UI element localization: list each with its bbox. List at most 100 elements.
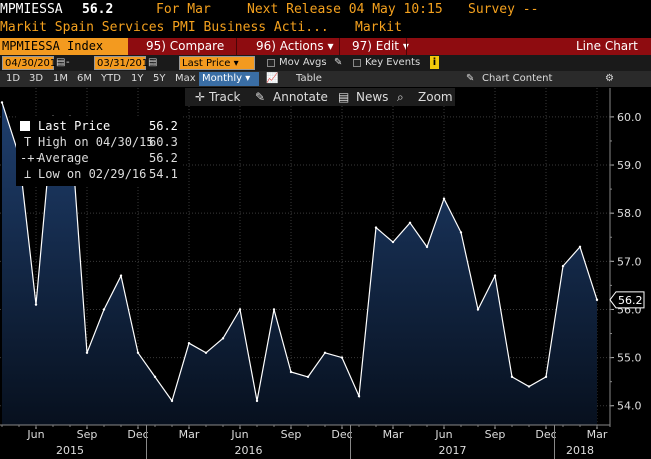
divider (406, 38, 407, 55)
pencil-icon[interactable]: ✎ (255, 90, 266, 104)
x-tick-label: Sep (77, 428, 98, 441)
line-chart-icon[interactable]: 📈 (266, 73, 279, 84)
legend-low: ⊥ Low on 02/29/16 54.1 (16, 166, 183, 182)
legend: Last Price 56.2 T High on 04/30/15 60.3 … (16, 116, 183, 186)
data-point (187, 341, 191, 345)
year-label: 2016 (235, 444, 263, 457)
data-point (527, 385, 531, 388)
key-events-label: Key Events (365, 57, 421, 68)
frequency-value: Monthly (202, 73, 243, 84)
news-icon[interactable]: ▤ (338, 90, 350, 104)
ticker-symbol: MPMIESSA (0, 2, 63, 17)
command-bar: MPMIESSA Index 95) Compare 96) Actions ▾… (0, 38, 651, 55)
data-point (510, 375, 514, 379)
chevron-down-icon: ▾ (327, 39, 334, 53)
timeframe-1y[interactable]: 1Y (131, 73, 144, 84)
compare-button[interactable]: 95) Compare (146, 39, 225, 53)
frequency-select[interactable]: Monthly ▾ (199, 72, 259, 86)
x-axis: Jun Sep Dec Mar Jun Sep Dec Mar Jun Sep Dec Mar 2015… (0, 424, 610, 459)
data-point (306, 375, 310, 379)
edit-label: 97) Edit (352, 39, 400, 53)
y-tick-label: 60.0 (617, 111, 642, 124)
data-point (408, 221, 412, 224)
end-date-input[interactable]: 03/31/2018 (94, 56, 155, 70)
date-separator: - (66, 57, 70, 68)
data-point (0, 101, 4, 104)
timeframe-5y[interactable]: 5Y (153, 73, 166, 84)
chart-content-button[interactable]: Chart Content (482, 73, 553, 84)
info-button[interactable]: i (430, 56, 439, 69)
crosshair-icon[interactable]: ✛ (195, 90, 206, 104)
series-line (1, 102, 598, 403)
mov-avgs-label: Mov Avgs (279, 57, 327, 68)
security-field[interactable]: MPMIESSA Index (0, 38, 128, 55)
x-tick-label: Mar (179, 428, 200, 441)
calendar-icon[interactable]: ▤ (56, 57, 66, 68)
next-release: Next Release 04 May 10:15 (247, 2, 443, 17)
data-point (119, 274, 123, 277)
timeframe-6m[interactable]: 6M (77, 73, 92, 84)
timeframe-ytd[interactable]: YTD (101, 73, 121, 84)
data-point (578, 245, 582, 249)
actions-button[interactable]: 96) Actions ▾ (256, 38, 333, 55)
annotate-button[interactable]: Annotate (273, 90, 328, 104)
chevron-down-icon: ▾ (233, 58, 239, 69)
high-marker-icon: T (24, 135, 32, 149)
data-point (493, 274, 497, 277)
data-point (102, 308, 106, 311)
data-point (323, 351, 327, 354)
view-label: Line Chart (576, 39, 638, 53)
pencil-icon[interactable]: ✎ (334, 57, 343, 68)
calendar-icon[interactable]: ▤ (148, 57, 158, 68)
average-marker-icon: -+- (20, 151, 42, 165)
divider (339, 38, 340, 55)
chart-toolbar: ✛ Track ✎ Annotate ▤ News ⌕ Zoom (185, 88, 455, 106)
mov-avgs-checkbox[interactable] (267, 59, 275, 67)
legend-last-price: Last Price 56.2 (16, 118, 183, 134)
legend-average: -+- Average 56.2 (16, 150, 183, 166)
edit-button[interactable]: 97) Edit ▾ (352, 38, 409, 55)
edit-icon[interactable]: ✎ (466, 73, 475, 84)
timeframe-1m[interactable]: 1M (53, 73, 68, 84)
divider (236, 38, 237, 55)
data-point (340, 356, 344, 359)
field-select[interactable]: Last Price ▾ (179, 56, 255, 70)
last-value-tag: 56.2 (609, 291, 645, 309)
timeframe-1d[interactable]: 1D (6, 73, 21, 84)
field-select-value: Last Price (182, 58, 231, 69)
news-button[interactable]: News (356, 90, 389, 104)
legend-high-label: High on 04/30/15 (38, 135, 154, 149)
year-label: 2015 (56, 444, 84, 457)
legend-average-value: 56.2 (149, 151, 178, 165)
zoom-button[interactable]: Zoom (418, 90, 453, 104)
start-date-input[interactable]: 04/30/2015 (2, 56, 63, 70)
x-tick-label: Sep (485, 428, 506, 441)
data-point (272, 308, 276, 311)
x-tick-label: Jun (26, 428, 44, 441)
data-point (170, 399, 174, 403)
x-tick-label: Sep (281, 428, 302, 441)
series-area (2, 102, 597, 426)
last-value-box (609, 291, 645, 309)
legend-low-value: 54.1 (149, 167, 178, 181)
data-point (136, 351, 140, 354)
search-icon[interactable]: ⌕ (397, 90, 404, 104)
data-point (476, 308, 480, 311)
timeframe-3d[interactable]: 3D (29, 73, 44, 84)
last-value: 56.2 (82, 2, 114, 17)
track-button[interactable]: Track (209, 90, 241, 104)
table-button[interactable]: Table (296, 73, 322, 84)
legend-last-price-label: Last Price (38, 119, 111, 133)
data-point (595, 298, 599, 302)
gear-icon[interactable]: ⚙ (605, 73, 614, 84)
legend-average-label: Average (38, 151, 89, 165)
key-events-checkbox[interactable] (353, 59, 361, 67)
y-axis: 60.059.058.057.056.055.054.0 (609, 88, 642, 427)
data-point (221, 337, 225, 340)
data-point (374, 226, 378, 229)
timeframe-max[interactable]: Max (175, 73, 196, 84)
year-label: 2018 (566, 444, 594, 457)
x-tick-label: Mar (383, 428, 404, 441)
chevron-down-icon: ▾ (403, 39, 409, 53)
